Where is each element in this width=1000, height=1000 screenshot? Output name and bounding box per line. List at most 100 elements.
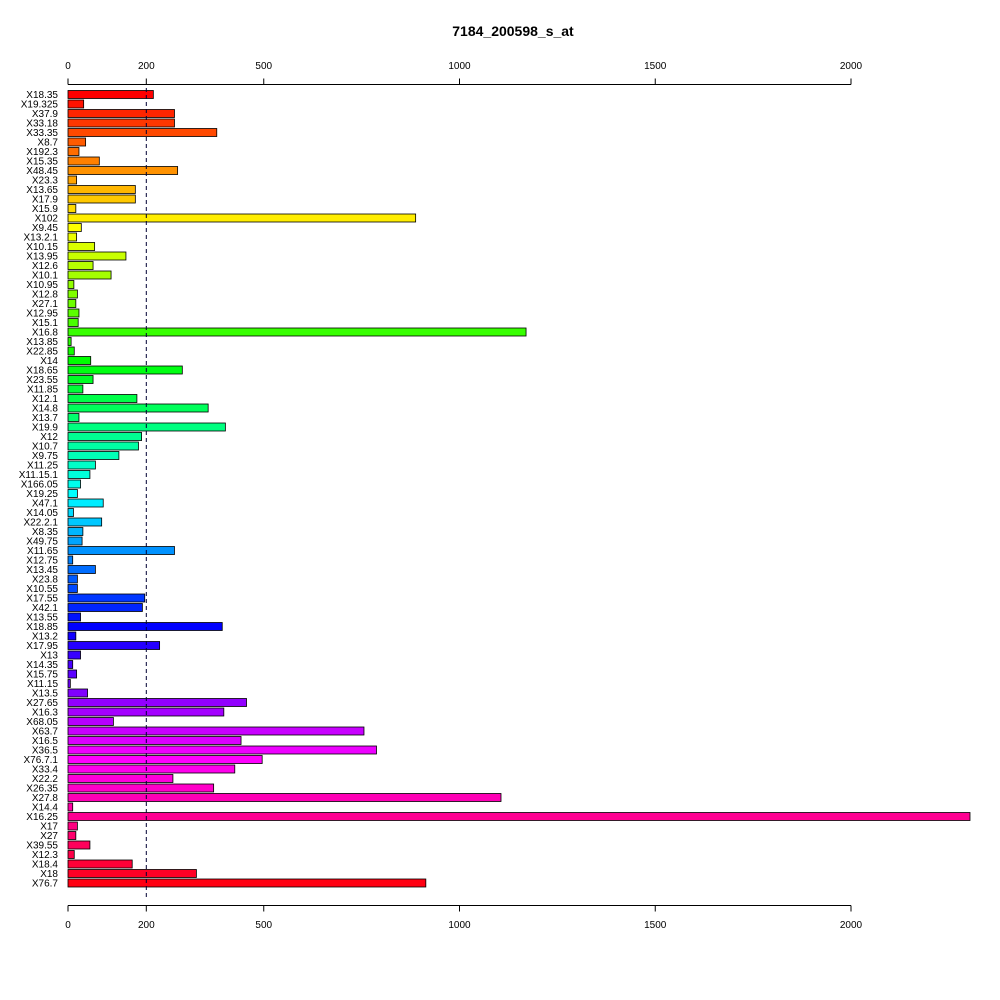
bar-X15.75 bbox=[67, 669, 78, 679]
category-label: X26.35 bbox=[26, 784, 58, 795]
category-label: X23.3 bbox=[32, 176, 59, 187]
bar-X33.18 bbox=[67, 118, 175, 128]
category-label: X10.7 bbox=[32, 442, 59, 453]
category-label: X13.7 bbox=[32, 413, 59, 424]
category-label: X49.75 bbox=[26, 537, 58, 548]
category-label: X9.75 bbox=[32, 451, 59, 462]
category-label: X19.9 bbox=[32, 423, 59, 434]
bar-X13.7 bbox=[67, 413, 80, 422]
bar-X12.95 bbox=[67, 308, 80, 318]
tick-label: 1500 bbox=[644, 920, 667, 931]
bar-X15.1 bbox=[67, 318, 79, 327]
top-axis: 0 200 500 1000 1500 2000 bbox=[65, 61, 863, 85]
bar-X11.85 bbox=[67, 384, 84, 394]
category-label: X23.55 bbox=[26, 375, 58, 386]
category-label: X18 bbox=[40, 869, 58, 880]
bar-X10.1 bbox=[67, 270, 112, 280]
category-label: X16.5 bbox=[32, 736, 59, 747]
category-label: X47.1 bbox=[32, 499, 59, 510]
category-label: X12.3 bbox=[32, 850, 59, 861]
bar-X76.7.1 bbox=[67, 755, 263, 764]
bar-X16.8 bbox=[67, 327, 527, 337]
bar-X10.95 bbox=[67, 280, 75, 289]
bar-X23.3 bbox=[67, 175, 78, 185]
tick-label: 200 bbox=[138, 920, 155, 931]
bar-X22.85 bbox=[67, 346, 75, 356]
bar-X102 bbox=[67, 213, 417, 223]
category-label: X10.95 bbox=[26, 280, 58, 291]
bar-X11.65 bbox=[67, 546, 175, 555]
bar-X19.325 bbox=[67, 99, 85, 109]
category-label: X17.55 bbox=[26, 594, 58, 605]
category-label: X13.95 bbox=[26, 252, 58, 263]
category-label: X16.25 bbox=[26, 812, 58, 823]
category-label: X14.8 bbox=[32, 404, 59, 415]
bar-X17.55 bbox=[67, 593, 146, 603]
bar-X12.1 bbox=[67, 394, 138, 403]
bar-X15.9 bbox=[67, 204, 77, 213]
category-label: X14.4 bbox=[32, 803, 59, 814]
bar-X9.75 bbox=[67, 451, 120, 460]
bar-X49.75 bbox=[67, 536, 83, 546]
bar-X18.85 bbox=[67, 622, 223, 631]
tick-label: 500 bbox=[255, 920, 272, 931]
category-label: X8.35 bbox=[32, 527, 59, 538]
category-label: X48.45 bbox=[26, 166, 58, 177]
category-label: X13.2 bbox=[32, 632, 59, 643]
category-label: X10.15 bbox=[26, 242, 58, 253]
bar-X26.35 bbox=[67, 783, 215, 793]
category-label: X12.8 bbox=[32, 290, 59, 301]
bar-X14.05 bbox=[67, 508, 74, 517]
category-label: X14.05 bbox=[26, 508, 58, 519]
category-label: X14 bbox=[40, 356, 58, 367]
bar-X22.2 bbox=[67, 774, 174, 783]
category-label: X33.18 bbox=[26, 119, 58, 130]
bar-X22.2.1 bbox=[67, 517, 103, 527]
bar-X23.55 bbox=[67, 375, 94, 384]
bar-X11.15.1 bbox=[67, 470, 91, 479]
bar-X17.95 bbox=[67, 641, 161, 650]
bar-X27.1 bbox=[67, 299, 77, 308]
bar-X14 bbox=[67, 356, 92, 365]
category-label: X27.65 bbox=[26, 698, 58, 709]
category-label: X23.8 bbox=[32, 575, 59, 586]
category-label: X22.85 bbox=[26, 347, 58, 358]
bar-X12.75 bbox=[67, 555, 74, 565]
category-label: X12.95 bbox=[26, 309, 58, 320]
bar-X13.2 bbox=[67, 631, 77, 641]
bar-X16.5 bbox=[67, 736, 242, 745]
bottom-axis: 0 200 500 1000 1500 2000 bbox=[65, 905, 863, 931]
bar-X23.8 bbox=[67, 574, 78, 584]
category-label: X13 bbox=[40, 651, 58, 662]
tick-label: 2000 bbox=[840, 61, 863, 72]
category-label: X68.05 bbox=[26, 717, 58, 728]
category-label: X76.7 bbox=[32, 879, 59, 890]
category-label: X18.35 bbox=[26, 90, 58, 101]
bar-X13.2.1 bbox=[67, 232, 78, 242]
category-label: X27.8 bbox=[32, 793, 59, 804]
bar-X10.55 bbox=[67, 584, 78, 593]
category-label: X19.25 bbox=[26, 489, 58, 500]
tick-label: 2000 bbox=[840, 920, 863, 931]
chart-title: 7184_200598_s_at bbox=[452, 23, 574, 39]
category-label: X192.3 bbox=[26, 147, 58, 158]
bar-X37.9 bbox=[67, 109, 175, 118]
category-label: X33.4 bbox=[32, 765, 59, 776]
tick-label: 500 bbox=[255, 61, 272, 72]
bar-X18.35 bbox=[67, 90, 154, 99]
bar-X18.4 bbox=[67, 859, 133, 869]
tick-label: 1500 bbox=[644, 61, 667, 72]
bar-X12 bbox=[67, 432, 142, 441]
tick-label: 0 bbox=[65, 61, 71, 72]
bar-X15.35 bbox=[67, 156, 100, 166]
bar-X8.35 bbox=[67, 527, 84, 536]
category-label: X8.7 bbox=[37, 138, 58, 149]
category-label: X13.45 bbox=[26, 565, 58, 576]
category-label: X17 bbox=[40, 822, 58, 833]
bar-X10.7 bbox=[67, 441, 139, 451]
category-label: X27.1 bbox=[32, 299, 59, 310]
bar-X42.1 bbox=[67, 603, 143, 612]
category-label: X18.85 bbox=[26, 622, 58, 633]
bar-X13.45 bbox=[67, 565, 96, 574]
